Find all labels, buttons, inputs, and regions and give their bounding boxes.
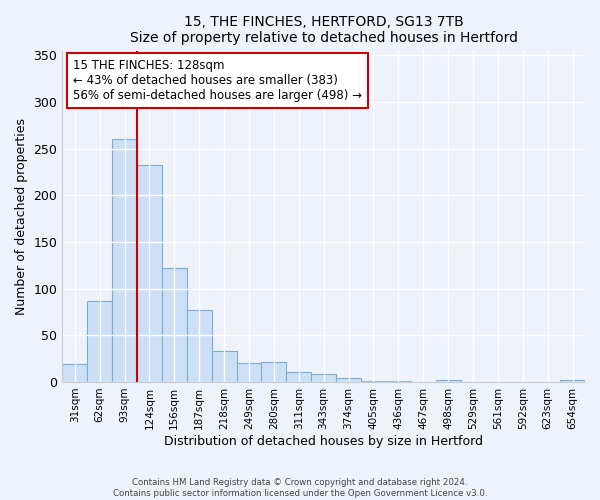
Bar [162, 268, 187, 382]
Bar [262, 362, 286, 382]
Bar [436, 380, 461, 382]
Bar [311, 374, 336, 382]
Y-axis label: Number of detached properties: Number of detached properties [15, 118, 28, 314]
Bar [112, 139, 137, 382]
Bar [336, 378, 361, 382]
X-axis label: Distribution of detached houses by size in Hertford: Distribution of detached houses by size … [164, 434, 483, 448]
Bar [62, 364, 87, 382]
Bar [212, 351, 236, 382]
Title: 15, THE FINCHES, HERTFORD, SG13 7TB
Size of property relative to detached houses: 15, THE FINCHES, HERTFORD, SG13 7TB Size… [130, 15, 518, 45]
Bar [361, 381, 386, 382]
Bar [187, 310, 212, 382]
Text: 15 THE FINCHES: 128sqm
← 43% of detached houses are smaller (383)
56% of semi-de: 15 THE FINCHES: 128sqm ← 43% of detached… [73, 59, 362, 102]
Bar [286, 372, 311, 382]
Bar [137, 166, 162, 382]
Bar [560, 380, 585, 382]
Bar [236, 364, 262, 382]
Text: Contains HM Land Registry data © Crown copyright and database right 2024.
Contai: Contains HM Land Registry data © Crown c… [113, 478, 487, 498]
Bar [87, 300, 112, 382]
Bar [386, 381, 411, 382]
